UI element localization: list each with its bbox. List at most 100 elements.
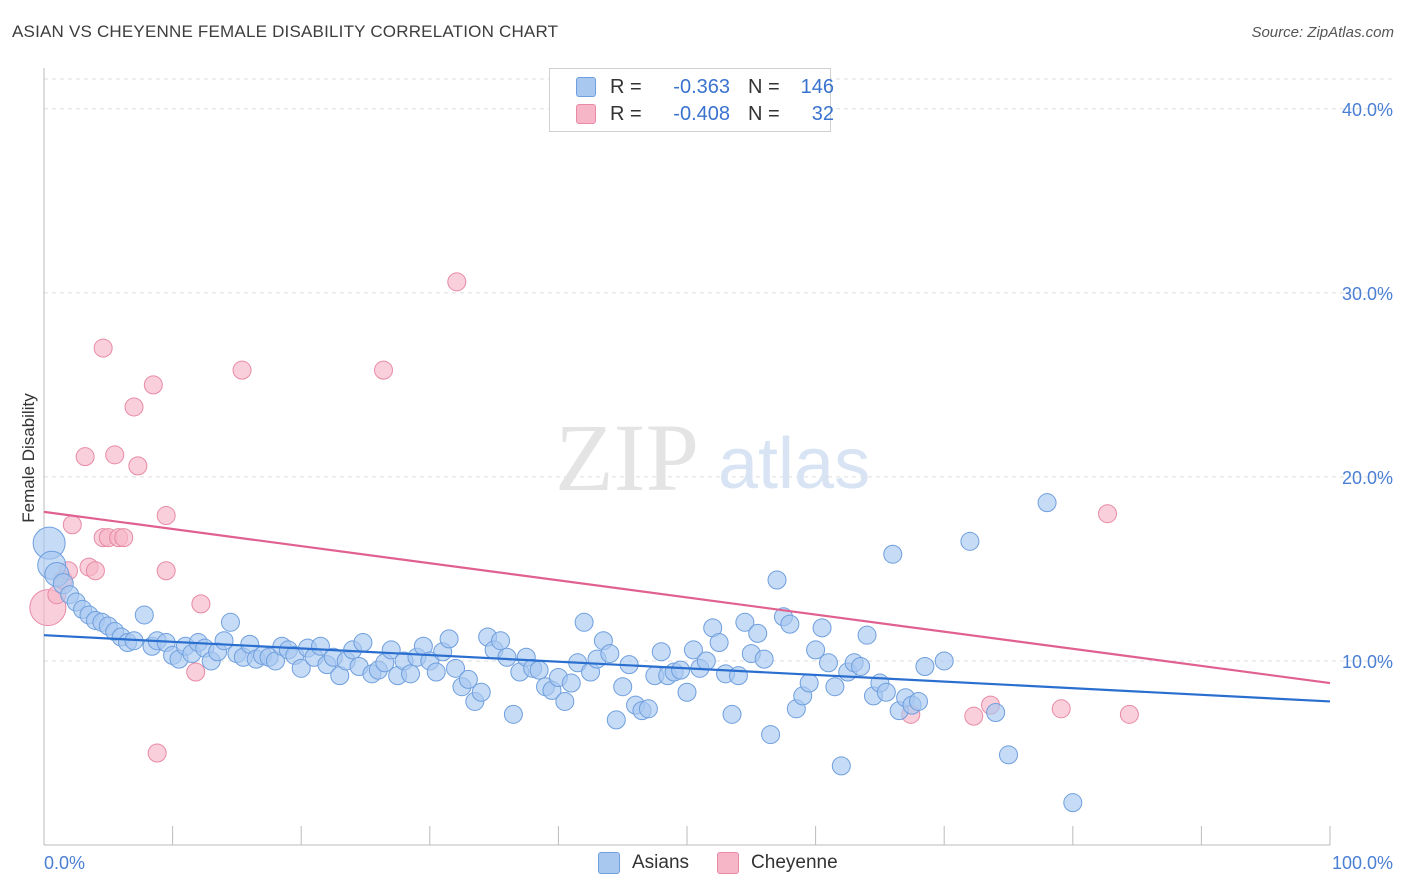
trend-layer: [43, 510, 1331, 703]
asian-point: [999, 745, 1018, 765]
series-legend-asians[interactable]: Asians: [598, 852, 689, 874]
asian-point: [426, 662, 446, 682]
asian-point: [134, 605, 154, 625]
cheyenne-legend-icon: [717, 852, 740, 874]
asian-point: [960, 531, 980, 551]
asian-point: [1063, 793, 1083, 813]
x-tick-label-max: 100.0%: [1332, 853, 1393, 873]
series-legend-cheyenne[interactable]: Cheyenne: [717, 852, 838, 874]
asian-point: [748, 623, 768, 643]
cheyenne-point: [156, 561, 176, 581]
legend-r-value: -0.363: [673, 75, 730, 98]
asian-point: [722, 704, 742, 724]
cheyenne-point: [124, 397, 144, 417]
asian-point: [555, 691, 575, 711]
chart-title: ASIAN VS CHEYENNE FEMALE DISABILITY CORR…: [12, 22, 559, 41]
legend-n-label: N =: [748, 75, 780, 98]
asian-point: [439, 629, 459, 649]
y-tick-label: 10.0%: [1342, 652, 1393, 672]
asian-point: [683, 640, 703, 660]
legend-n-value: 32: [811, 102, 834, 125]
asian-point: [638, 699, 658, 719]
asian-point: [883, 544, 903, 564]
y-tick-label: 30.0%: [1342, 284, 1393, 304]
asian-point: [291, 658, 311, 678]
asian-point: [600, 644, 620, 664]
watermark: ZIP atlas: [555, 404, 870, 511]
cheyenne-point: [186, 662, 206, 682]
asian-point: [677, 682, 697, 702]
asian-point: [780, 614, 800, 634]
asian-point: [857, 625, 877, 645]
legend-n-label: N =: [748, 102, 780, 125]
asian-point: [876, 682, 896, 702]
cheyenne-point: [232, 360, 252, 380]
asian-point: [491, 631, 511, 651]
asian-point: [458, 669, 478, 689]
asian-point: [767, 570, 787, 590]
correlation-legend: R = -0.363 N = 146 R = -0.408 N = 32: [549, 68, 834, 132]
cheyenne-swatch-icon: [576, 104, 596, 124]
asian-point: [561, 673, 581, 693]
asian-point: [806, 640, 826, 660]
y-axis-label: Female Disability: [19, 393, 38, 523]
asian-point: [818, 653, 838, 673]
cheyenne-point: [156, 506, 176, 526]
cheyenne-point: [1051, 699, 1071, 719]
asian-point: [709, 633, 729, 653]
asian-point: [799, 673, 819, 693]
label-layer: 10.0% 20.0% 30.0% 40.0% 0.0% 100.0% Female Dis…: [19, 100, 1393, 873]
cheyenne-point: [374, 360, 394, 380]
cheyenne-point: [191, 594, 211, 614]
cheyenne-points: [29, 272, 1139, 763]
axes-layer: [43, 68, 1331, 846]
cheyenne-point: [147, 743, 167, 763]
cheyenne-trend-line: [43, 510, 1331, 685]
legend-row-cheyenne: R = -0.408 N = 32: [576, 101, 834, 127]
asian-point: [812, 618, 832, 638]
cheyenne-point: [143, 375, 163, 395]
asians-legend-icon: [598, 852, 620, 874]
asian-point: [851, 656, 871, 676]
asian-point: [503, 704, 523, 724]
asian-point: [471, 682, 491, 702]
cheyenne-point: [62, 515, 82, 535]
watermark-zip: ZIP: [555, 404, 699, 511]
asians-swatch-icon: [576, 77, 596, 97]
cheyenne-point: [128, 456, 148, 476]
asian-point: [735, 612, 755, 632]
asian-point: [934, 651, 954, 671]
asian-point: [613, 677, 633, 697]
asians-legend-label: Asians: [632, 852, 690, 873]
legend-r-value: -0.408: [673, 102, 730, 125]
legend-n-value: 146: [800, 75, 834, 98]
asian-point: [915, 656, 935, 676]
asian-point: [825, 677, 845, 697]
cheyenne-point: [93, 338, 113, 358]
cheyenne-point: [964, 706, 984, 726]
asian-point: [606, 710, 626, 730]
series-legend: Asians Cheyenne: [598, 852, 866, 874]
asian-point: [574, 612, 594, 632]
asian-point: [446, 658, 466, 678]
asian-points: [32, 493, 1083, 813]
y-tick-label: 40.0%: [1342, 100, 1393, 120]
asian-point: [401, 664, 421, 684]
asian-point: [728, 666, 748, 686]
asian-point: [754, 649, 774, 669]
cheyenne-point: [1119, 704, 1139, 724]
cheyenne-point: [1098, 504, 1118, 524]
asian-point: [986, 702, 1006, 722]
cheyenne-point: [114, 528, 134, 548]
asian-point: [761, 725, 781, 745]
asian-point: [696, 651, 716, 671]
asian-point: [671, 660, 691, 680]
asian-point: [651, 642, 671, 662]
cheyenne-legend-label: Cheyenne: [751, 852, 838, 873]
y-tick-label: 20.0%: [1342, 468, 1393, 488]
legend-r-label: R =: [610, 102, 642, 125]
watermark-atlas: atlas: [718, 424, 870, 504]
asian-point: [381, 640, 401, 660]
asian-point: [831, 756, 851, 776]
